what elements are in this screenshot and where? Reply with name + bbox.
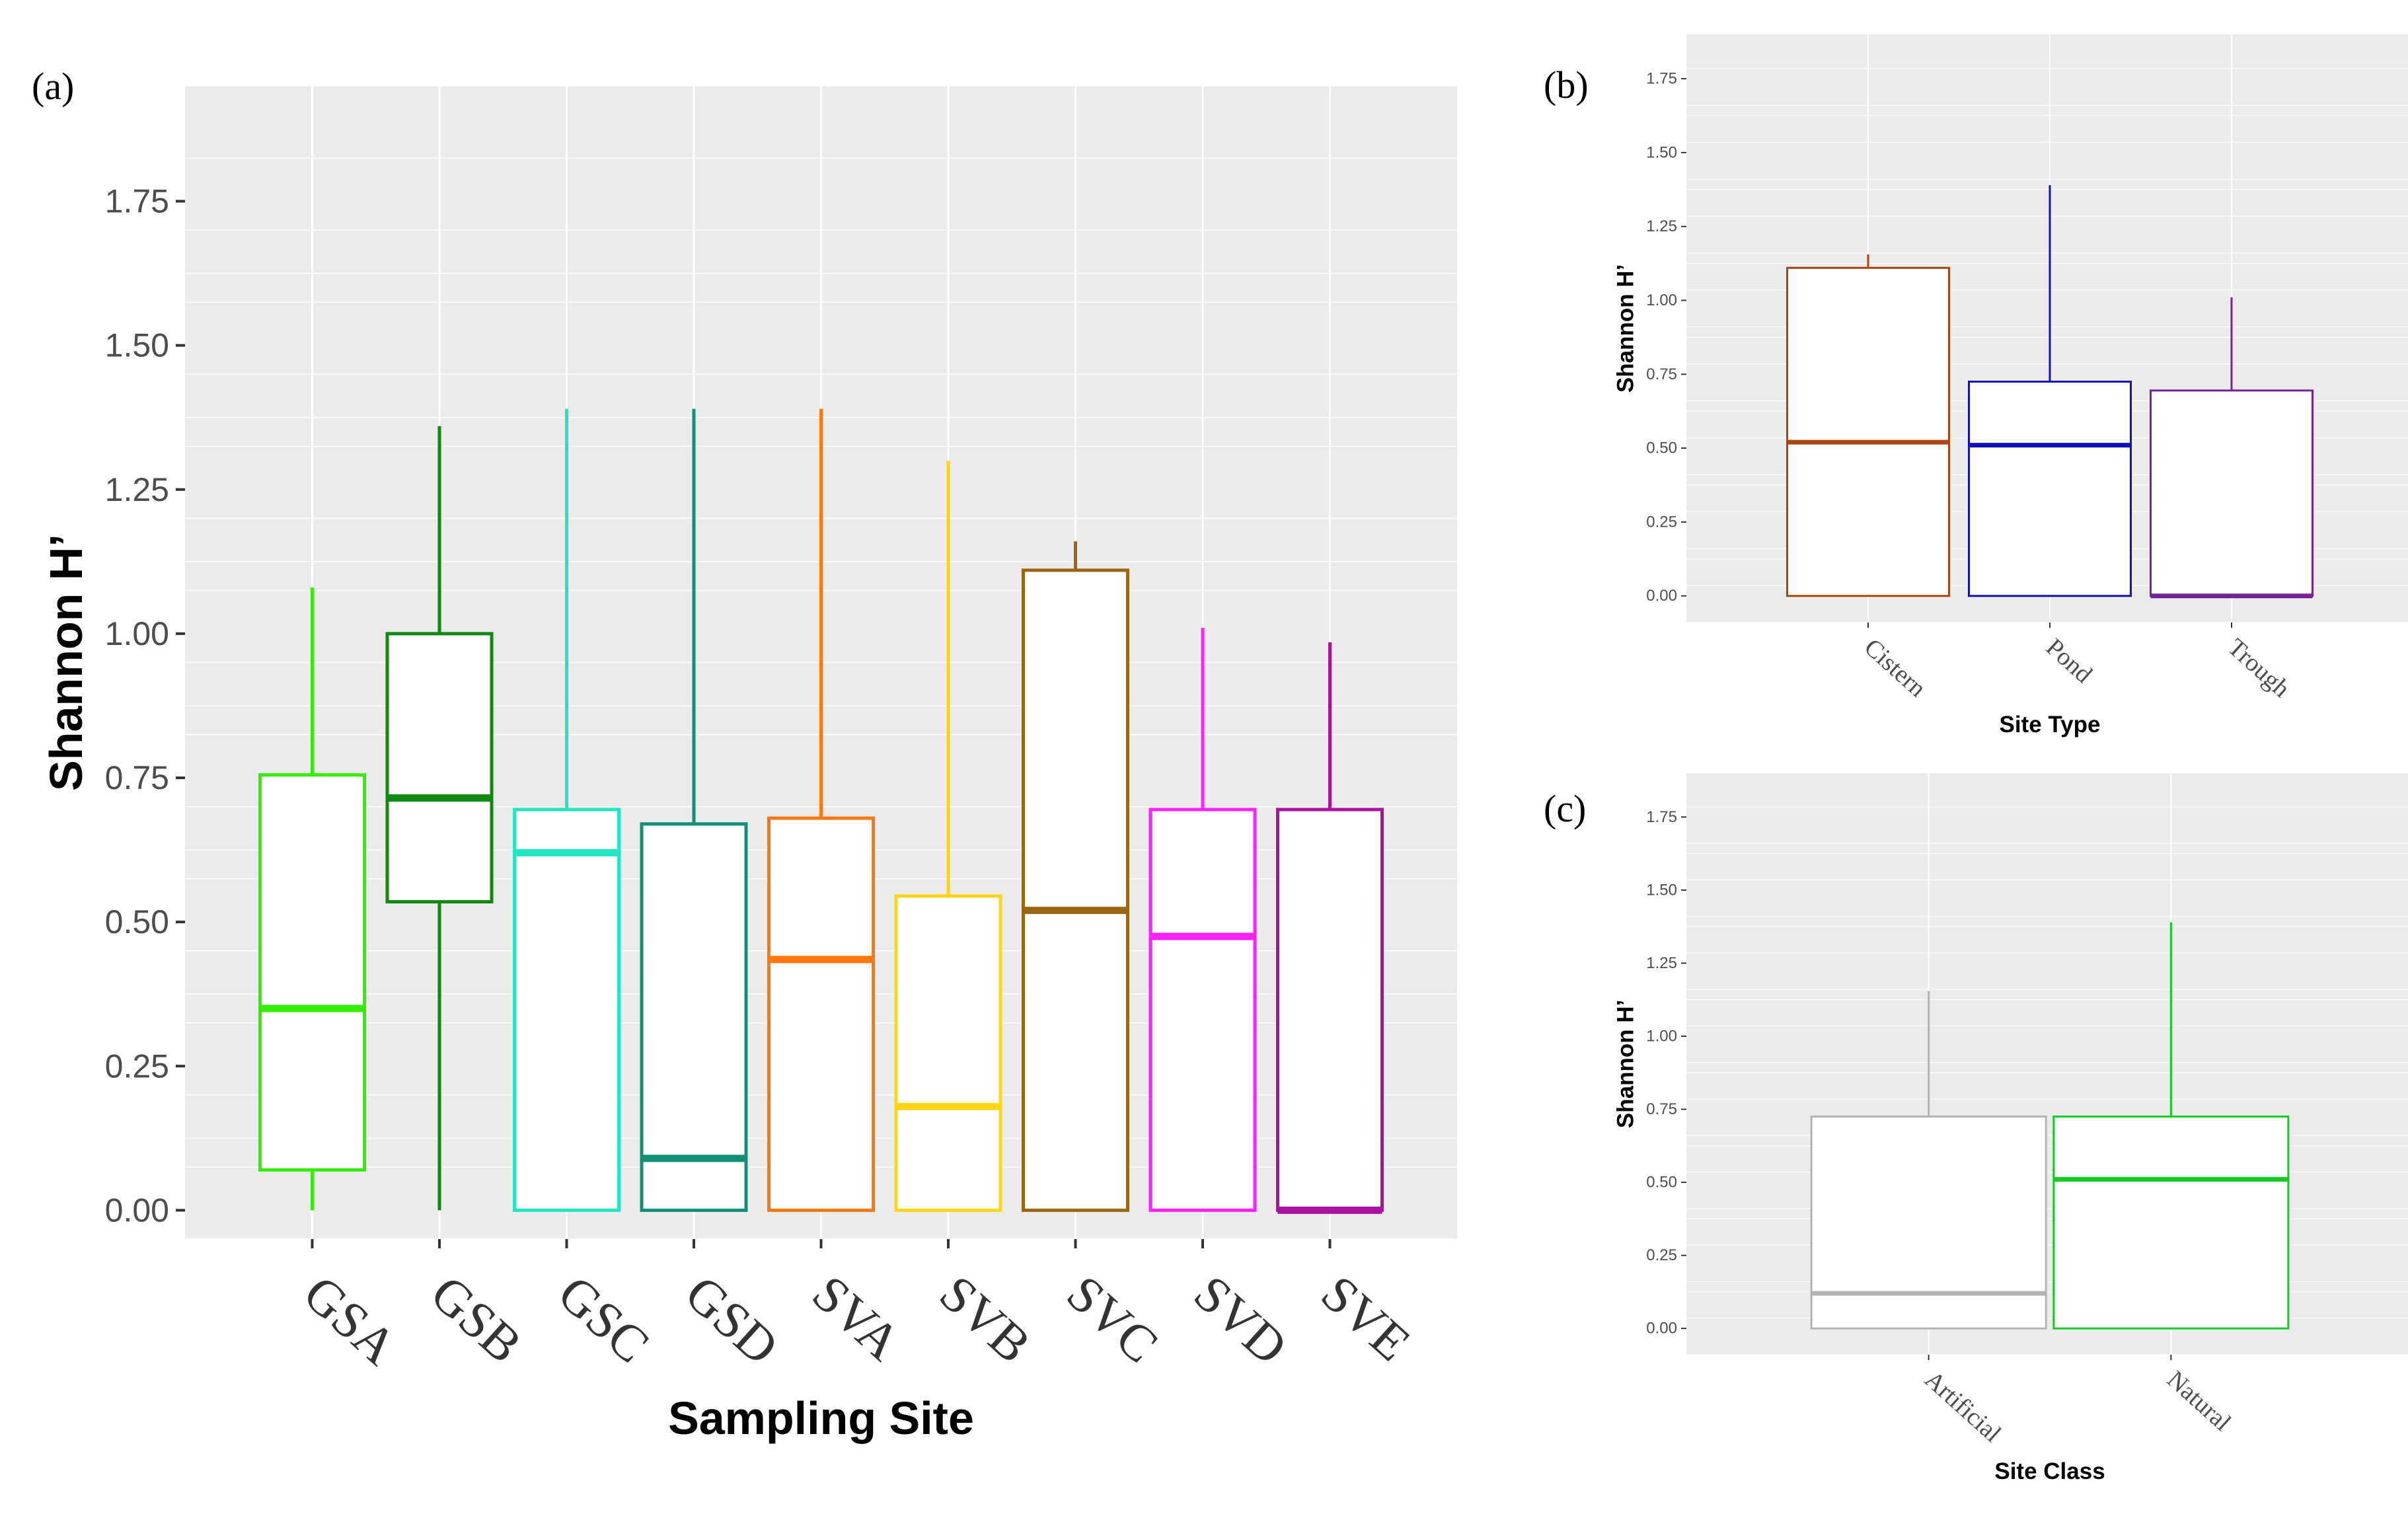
x-axis-title: Site Type (1999, 712, 2100, 738)
panel-label: (b) (1544, 63, 1589, 106)
box-pond (1968, 381, 2132, 597)
y-tick-label: 1.25 (1646, 217, 1677, 235)
box-sva (767, 816, 875, 1212)
y-tick-label: 0.75 (105, 759, 169, 796)
y-tick-label: 0.00 (1646, 1320, 1677, 1338)
y-tick-label: 0.25 (1646, 1246, 1677, 1264)
y-tick-label: 1.00 (1646, 291, 1677, 309)
y-tick-label: 1.25 (1646, 954, 1677, 972)
panel-background (1686, 773, 2408, 1355)
box-natural (2052, 1116, 2290, 1330)
panel-label: (a) (32, 65, 74, 108)
box-gsd (640, 822, 748, 1212)
y-tick-label: 1.75 (1646, 70, 1677, 88)
box-gsb (385, 632, 494, 904)
y-tick-label: 0.00 (1646, 587, 1677, 605)
x-axis-title: Site Class (1994, 1458, 2105, 1484)
y-tick-label: 1.50 (1646, 143, 1677, 161)
y-axis-title: Shannon H’ (1613, 1000, 1639, 1128)
y-tick-label: 1.00 (1646, 1027, 1677, 1045)
y-tick-label: 1.50 (105, 327, 169, 364)
y-tick-label: 0.50 (1646, 439, 1677, 457)
y-tick-label: 0.50 (1646, 1174, 1677, 1192)
y-tick-label: 0.25 (1646, 513, 1677, 531)
y-tick-label: 1.75 (1646, 808, 1677, 826)
box-svb (894, 894, 1002, 1212)
y-tick-label: 0.75 (1646, 365, 1677, 383)
y-tick-label: 1.25 (105, 471, 169, 508)
panel-label: (c) (1544, 787, 1586, 830)
y-tick-label: 0.50 (105, 903, 169, 940)
box-gsa (258, 773, 366, 1172)
y-axis-title: Shannon H’ (40, 534, 92, 791)
y-axis-title: Shannon H’ (1613, 264, 1639, 393)
y-tick-label: 0.75 (1646, 1100, 1677, 1118)
y-tick-label: 0.25 (105, 1047, 169, 1084)
y-tick-label: 1.50 (1646, 881, 1677, 899)
y-tick-label: 0.00 (105, 1192, 169, 1229)
box-svd (1148, 808, 1257, 1212)
y-tick-label: 1.75 (105, 183, 169, 220)
box-sve (1276, 808, 1384, 1212)
box-svc (1022, 568, 1129, 1212)
box-artificial (1810, 1116, 2047, 1330)
y-tick-label: 1.00 (105, 615, 169, 652)
x-axis-title: Sampling Site (668, 1392, 974, 1444)
box-gsc (513, 808, 621, 1212)
box-cistern (1786, 266, 1950, 597)
box-trough (2150, 389, 2314, 597)
